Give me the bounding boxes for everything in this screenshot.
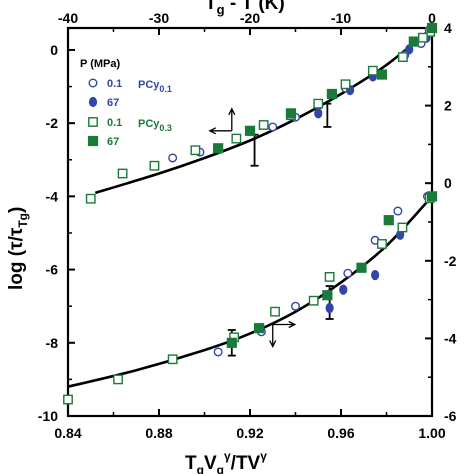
data-points <box>63 22 438 405</box>
data-point <box>324 272 335 282</box>
data-point <box>371 269 380 281</box>
y-tick-label: -2 <box>46 115 59 131</box>
data-point <box>340 79 351 90</box>
top-x-tick-label: 0 <box>428 10 436 26</box>
data-point <box>393 206 403 216</box>
data-point <box>113 374 123 385</box>
legend: P (MPa) 0.1 PCy0.1 67 0.1 PCy0.3 67 <box>80 58 172 148</box>
data-point <box>85 193 96 204</box>
right-y-tick-label: -2 <box>444 253 457 269</box>
top-x-tick-label: -40 <box>58 10 78 26</box>
right-y-tick-label: -4 <box>444 330 457 346</box>
axis-arrow-head-down <box>269 340 277 348</box>
right-y-tick-label: 4 <box>444 20 452 36</box>
data-point <box>426 191 438 202</box>
x-tick-label: 1.00 <box>418 425 445 441</box>
axis-arrow-head-up <box>228 107 236 116</box>
x-tick-label: 0.96 <box>327 425 354 441</box>
data-point <box>291 301 301 311</box>
bottom-axis-title: TgVgγ/TVγ <box>185 449 267 474</box>
y-tick-label: -4 <box>46 188 59 204</box>
data-point <box>226 337 237 348</box>
legend-group: PCy0.1 <box>138 79 172 94</box>
legend-marker <box>87 135 99 147</box>
top-x-tick-label: -20 <box>240 10 260 26</box>
legend-marker <box>88 96 98 108</box>
data-point <box>426 22 438 34</box>
data-point <box>376 69 388 80</box>
x-tick-label: 0.88 <box>145 425 172 441</box>
right-y-tick-label: 2 <box>444 98 452 114</box>
y-tick-label: 0 <box>50 42 58 58</box>
fit-curves <box>67 26 433 388</box>
data-point <box>244 125 256 136</box>
data-point <box>167 354 178 365</box>
data-point <box>314 108 323 119</box>
x-tick-label: 0.84 <box>54 425 81 441</box>
data-point <box>231 133 242 144</box>
y-tick-label: -6 <box>46 262 59 278</box>
y-tick-label: -10 <box>38 408 58 424</box>
y-tick-label: -8 <box>46 335 59 351</box>
fit-curve <box>67 195 433 388</box>
legend-pressure: 0.1 <box>107 117 122 129</box>
data-point <box>313 98 324 109</box>
legend-pressure: 0.1 <box>107 78 122 90</box>
data-point <box>343 268 353 278</box>
data-point <box>213 143 224 154</box>
ticks: 0.84 0.88 0.92 0.96 1.00-40 -30 -20 -10 00-2-4-6… <box>38 10 457 441</box>
axis-arrow-head-right <box>288 320 297 329</box>
data-point <box>383 215 394 226</box>
left-axis-title: log (τ/τTg) <box>6 207 30 290</box>
data-point <box>356 262 367 273</box>
data-point <box>308 295 319 306</box>
x-tick-label: 0.92 <box>236 425 263 441</box>
top-x-tick-label: -30 <box>149 10 169 26</box>
plot-frame <box>66 26 434 418</box>
data-point <box>190 145 201 156</box>
data-point <box>367 65 378 76</box>
legend-pressure: 67 <box>107 97 119 109</box>
data-point <box>397 52 408 63</box>
legend-marker <box>88 78 98 88</box>
axis-arrows <box>208 107 297 348</box>
data-point <box>322 290 333 301</box>
data-point <box>268 122 278 132</box>
data-point <box>339 284 348 295</box>
data-point <box>63 394 73 405</box>
top-axis-title: Tg - T (K) <box>205 0 285 17</box>
data-point <box>397 222 408 233</box>
data-point <box>168 153 178 163</box>
top-x-tick-label: -10 <box>331 10 351 26</box>
legend-group: PCy0.3 <box>138 118 172 133</box>
data-point <box>326 88 337 100</box>
data-point <box>254 323 265 334</box>
data-point <box>117 168 128 179</box>
data-point <box>325 302 334 314</box>
data-point <box>149 160 160 171</box>
legend-header: P (MPa) <box>80 58 120 70</box>
data-point <box>377 239 387 249</box>
data-point <box>408 36 419 47</box>
fit-curve <box>94 26 433 195</box>
right-y-tick-label: 0 <box>444 175 452 191</box>
axis-arrow-head-left <box>208 127 217 135</box>
error-bars <box>227 102 334 357</box>
data-point <box>213 347 223 357</box>
legend-pressure: 67 <box>107 136 119 148</box>
data-point <box>285 108 297 119</box>
legend-marker <box>88 117 98 127</box>
data-point <box>270 306 280 317</box>
data-point <box>418 32 428 43</box>
data-point <box>258 120 269 130</box>
right-y-tick-label: -6 <box>444 408 457 424</box>
